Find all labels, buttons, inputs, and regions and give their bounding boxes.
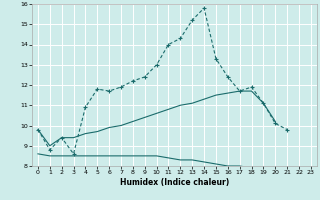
X-axis label: Humidex (Indice chaleur): Humidex (Indice chaleur) xyxy=(120,178,229,187)
